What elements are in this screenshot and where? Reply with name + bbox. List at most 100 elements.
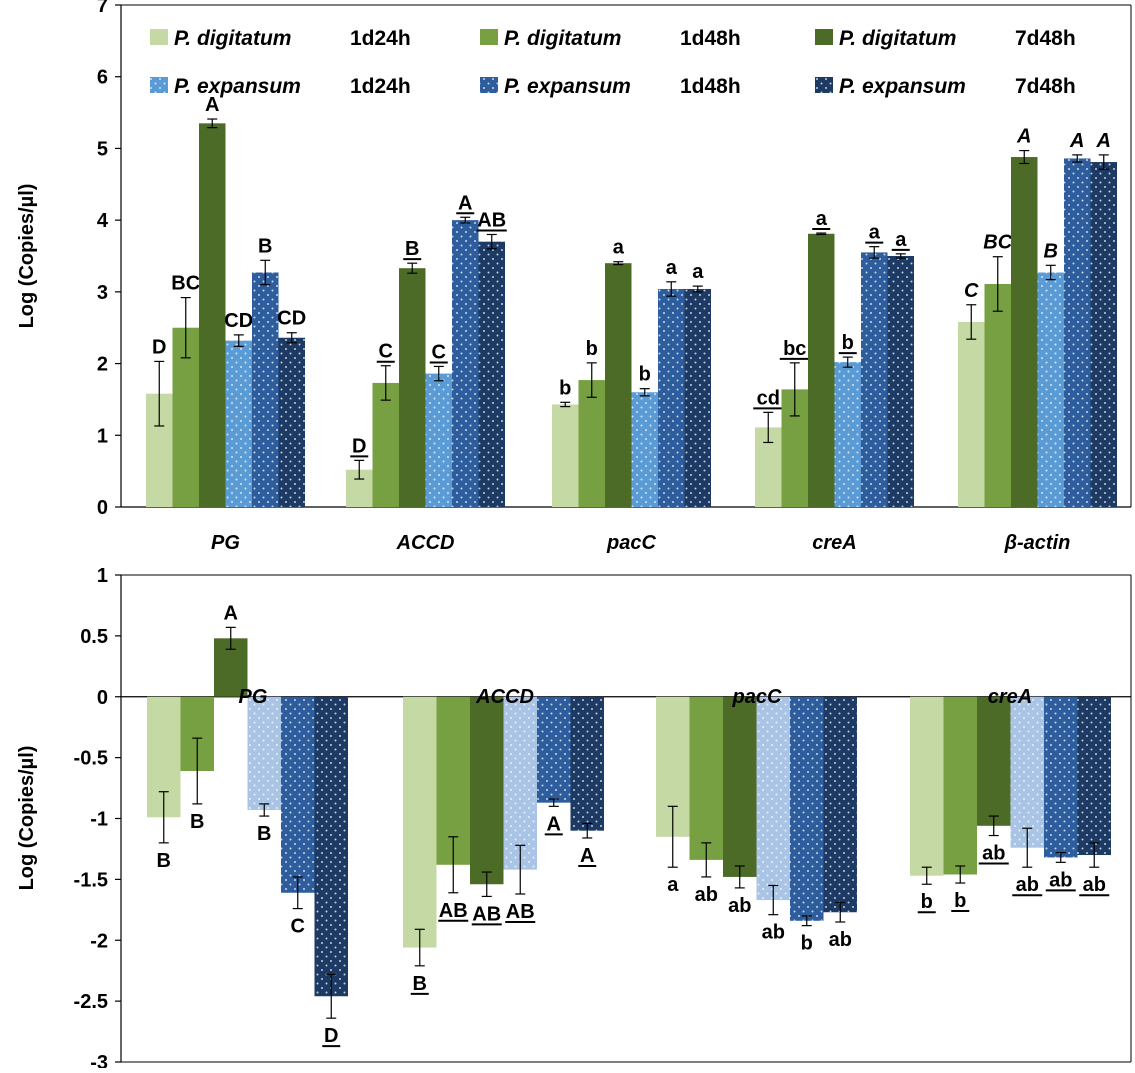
bar-significance-label: B <box>405 238 419 260</box>
bar <box>910 697 944 876</box>
bar-significance-label: b <box>954 890 966 912</box>
bar <box>944 697 978 875</box>
legend-swatch <box>150 29 168 45</box>
bar-significance-label: ab <box>728 895 751 917</box>
y-tick-label: 6 <box>97 67 108 89</box>
category-label: PG <box>239 686 268 708</box>
legend-series-time: 1d48h <box>680 27 741 50</box>
category-label: ACCD <box>396 532 455 554</box>
bar-significance-label: BC <box>983 232 1012 254</box>
bar-significance-label: B <box>157 850 171 872</box>
bar-significance-label: a <box>666 257 678 279</box>
legend: P. digitatum 1d24h P. digitatum 1d48h P. dig… <box>150 27 1076 98</box>
bar <box>1011 157 1038 507</box>
bar-significance-label: ab <box>1016 874 1039 896</box>
bar-significance-label: A <box>1069 130 1084 152</box>
bar <box>199 123 226 507</box>
bar-dot-overlay <box>537 697 571 803</box>
legend-swatch-dots <box>815 77 833 93</box>
bar-significance-label: a <box>613 237 625 259</box>
bar-significance-label: D <box>352 435 366 457</box>
bar-dot-overlay <box>685 289 712 507</box>
bar-significance-label: ab <box>1049 869 1072 891</box>
y-axis-title: Log (Copies/µl) <box>16 184 38 329</box>
bar-significance-label: a <box>692 261 704 283</box>
legend-swatch-dots <box>480 77 498 93</box>
legend-series-time: 7d48h <box>1015 75 1076 98</box>
bar-dot-overlay <box>861 252 888 507</box>
legend-series-name: P. expansum <box>174 75 301 98</box>
legend-series-name: P. digitatum <box>839 27 956 50</box>
bar-dot-overlay <box>279 338 306 507</box>
bar <box>977 697 1011 826</box>
bar-dot-overlay <box>252 272 279 507</box>
bar-dot-overlay <box>824 697 858 912</box>
bar-significance-label: BC <box>171 273 200 295</box>
legend-series-name: P. digitatum <box>174 27 291 50</box>
y-tick-label: 1 <box>97 425 108 447</box>
bar <box>373 383 400 507</box>
bar-significance-label: C <box>379 341 393 363</box>
legend-series-time: 7d48h <box>1015 27 1076 50</box>
legend-series-name: P. expansum <box>504 75 631 98</box>
bar-significance-label: D <box>324 1025 338 1047</box>
bar <box>605 263 632 507</box>
bar-significance-label: B <box>258 235 272 257</box>
bar <box>690 697 724 860</box>
bar-dot-overlay <box>1044 697 1078 858</box>
bar-significance-label: a <box>816 208 828 230</box>
bar-dot-overlay <box>757 697 791 900</box>
legend-series-time: 1d24h <box>350 27 411 50</box>
bar-significance-label: ab <box>829 929 852 951</box>
legend-swatch <box>815 29 833 45</box>
bar-significance-label: cd <box>757 387 780 409</box>
bar-significance-label: AB <box>439 900 468 922</box>
bar-significance-label: b <box>639 364 651 386</box>
y-tick-label: -2 <box>90 930 108 952</box>
lower-chart: 10.50-0.5-1-1.5-2-2.5-3Log (Copies/µl) BB… <box>16 565 1131 1068</box>
bar-significance-label: b <box>801 933 813 955</box>
legend-swatch-dots <box>150 77 168 93</box>
bar-significance-label: A <box>580 845 594 867</box>
bar-significance-label: A <box>458 192 472 214</box>
y-tick-label: -1.5 <box>74 869 108 891</box>
bar-dot-overlay <box>790 697 824 921</box>
y-tick-label: 5 <box>97 138 108 160</box>
bar-significance-label: A <box>1016 126 1031 148</box>
bar <box>808 234 835 507</box>
bar-significance-label: b <box>921 891 933 913</box>
bar-significance-label: A <box>547 813 561 835</box>
bar-dot-overlay <box>632 392 659 507</box>
legend-series-name: P. digitatum <box>504 27 621 50</box>
bar-significance-label: ab <box>762 922 785 944</box>
bar-dot-overlay <box>571 697 605 831</box>
bar-dot-overlay <box>504 697 538 870</box>
bar-dot-overlay <box>248 697 282 810</box>
bar <box>552 404 579 507</box>
bar-dot-overlay <box>1091 162 1118 507</box>
bar-significance-label: C <box>291 916 305 938</box>
bar-significance-label: AB <box>472 903 501 925</box>
category-label: pacC <box>732 686 782 708</box>
bar-dot-overlay <box>835 362 862 507</box>
category-label: β-actin <box>1004 532 1071 554</box>
bar-dot-overlay <box>452 220 479 507</box>
y-tick-label: 0 <box>97 497 108 519</box>
category-label: pacC <box>606 532 656 554</box>
bar-significance-label: a <box>667 874 679 896</box>
bar-dot-overlay <box>426 374 453 507</box>
bar-dot-overlay <box>658 289 685 507</box>
y-tick-label: -0.5 <box>74 748 108 770</box>
bar <box>958 322 985 507</box>
bar <box>399 268 426 507</box>
bar-significance-label: B <box>413 973 427 995</box>
legend-series-time: 1d24h <box>350 75 411 98</box>
y-tick-label: 0 <box>97 687 108 709</box>
y-tick-label: 2 <box>97 354 108 376</box>
bar-significance-label: AB <box>477 209 506 231</box>
bar <box>723 697 757 877</box>
category-label: PG <box>211 532 240 554</box>
bar-significance-label: ab <box>1083 874 1106 896</box>
